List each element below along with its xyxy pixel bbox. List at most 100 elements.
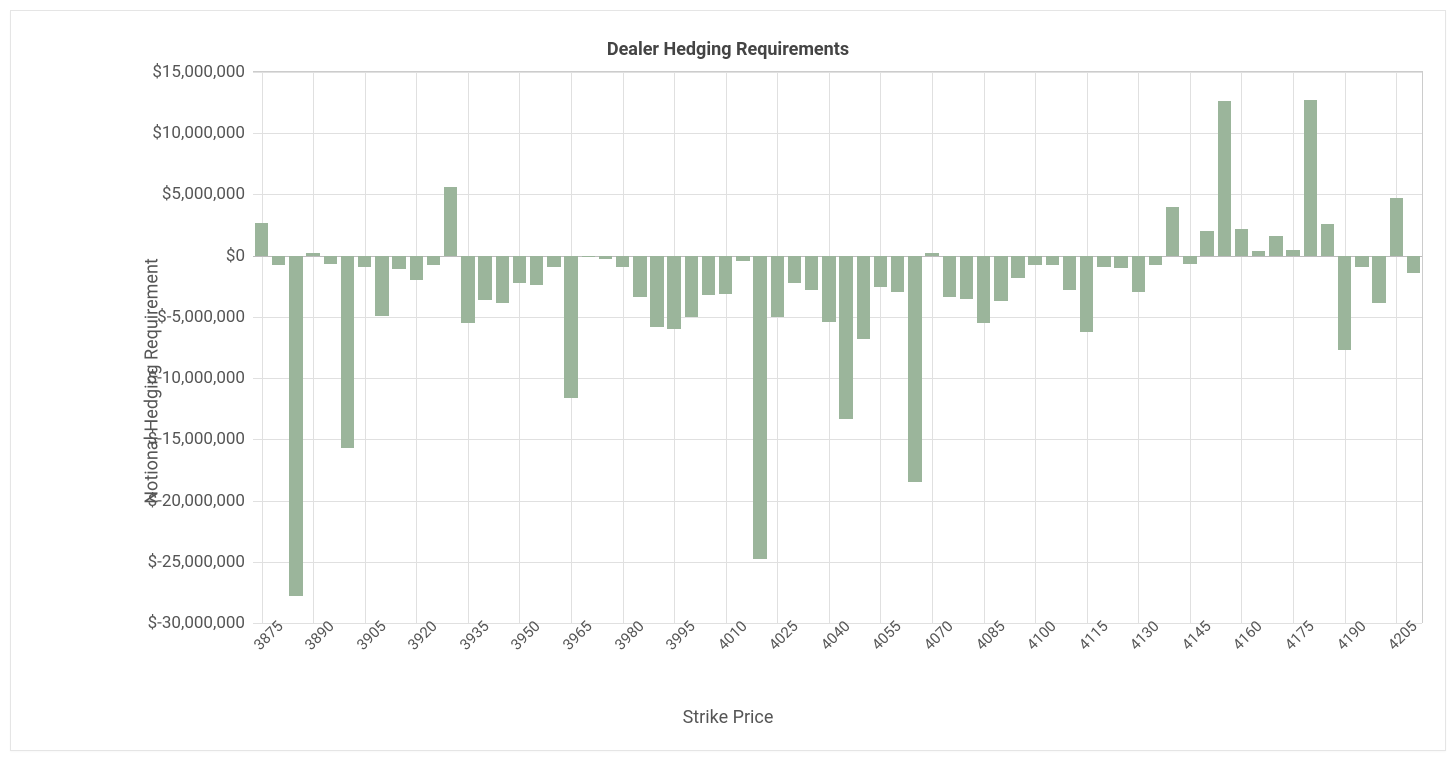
gridline-v [1241,72,1242,623]
bar [530,256,543,285]
bar [410,256,423,280]
gridline-h [253,133,1422,134]
bar [444,187,457,256]
gridline-h [253,317,1422,318]
bar [977,256,990,323]
bar [564,256,577,398]
gridline-v [1087,72,1088,623]
bar [341,256,354,448]
y-tick-label: $0 [226,246,245,266]
bar [1304,100,1317,256]
bar [289,256,302,596]
gridline-v [777,72,778,623]
bar [1166,207,1179,256]
gridline-v [1396,72,1397,623]
bar [1321,224,1334,256]
bar [616,256,629,267]
y-tick-label: $-15,000,000 [148,429,245,449]
bar [547,256,560,267]
y-tick-label: $5,000,000 [162,184,245,204]
bar [1252,251,1265,256]
bar [667,256,680,329]
gridline-v [829,72,830,623]
bar [1390,198,1403,256]
plot-area: $15,000,000$10,000,000$5,000,000$0$-5,00… [253,71,1423,623]
bar [633,256,646,298]
bar [1046,256,1059,266]
bar [908,256,921,483]
bar [925,253,938,255]
gridline-h [253,439,1422,440]
bar [1200,231,1213,255]
gridline-v [1138,72,1139,623]
y-tick-label: $-25,000,000 [148,552,245,572]
bar [788,256,801,283]
bar [685,256,698,317]
gridline-v [726,72,727,623]
bar [839,256,852,419]
bar [994,256,1007,301]
y-tick-label: $10,000,000 [152,123,245,143]
gridline-h [253,562,1422,563]
bar [358,256,371,267]
bar [960,256,973,299]
gridline-v [984,72,985,623]
bar [805,256,818,290]
bar [874,256,887,288]
bar [719,256,732,294]
y-tick-label: $-30,000,000 [148,613,245,633]
gridline-v [932,72,933,623]
gridline-h [253,72,1422,73]
bar [272,256,285,266]
bar [1063,256,1076,290]
bar [255,223,268,256]
bar [324,256,337,265]
gridline-v [674,72,675,623]
gridline-v [416,72,417,623]
bar [943,256,956,298]
bar [771,256,784,317]
bar [306,253,319,255]
bar [582,256,595,257]
bar [1235,229,1248,256]
bar [513,256,526,283]
bar [650,256,663,327]
gridline-v [880,72,881,623]
chart-container: Dealer Hedging Requirements Notional Hed… [10,10,1446,751]
y-tick-label: $-5,000,000 [157,307,245,327]
bar [1269,236,1282,256]
y-tick-label: $-20,000,000 [148,491,245,511]
gridline-h [253,194,1422,195]
gridline-v [1190,72,1191,623]
gridline-h [253,378,1422,379]
bar [427,256,440,266]
gridline-v [623,72,624,623]
x-axis-label: Strike Price [11,707,1445,728]
gridline-h [253,501,1422,502]
gridline-v [262,72,263,623]
gridline-v [365,72,366,623]
bar [375,256,388,316]
gridline-v [1035,72,1036,623]
gridline-v [1293,72,1294,623]
bar [1132,256,1145,293]
bar [496,256,509,304]
gridline-v [519,72,520,623]
y-tick-label: $-10,000,000 [148,368,245,388]
bar [1028,256,1041,266]
bar [702,256,715,295]
bar [1080,256,1093,332]
bar [1372,256,1385,304]
y-tick-label: $15,000,000 [152,62,245,82]
bar [1355,256,1368,267]
chart-title: Dealer Hedging Requirements [11,39,1445,60]
bar [753,256,766,560]
bar [891,256,904,293]
bar [822,256,835,322]
bar [1114,256,1127,268]
bar [1183,256,1196,265]
bar [599,256,612,260]
bar [857,256,870,339]
bar [1097,256,1110,267]
bar [1011,256,1024,278]
